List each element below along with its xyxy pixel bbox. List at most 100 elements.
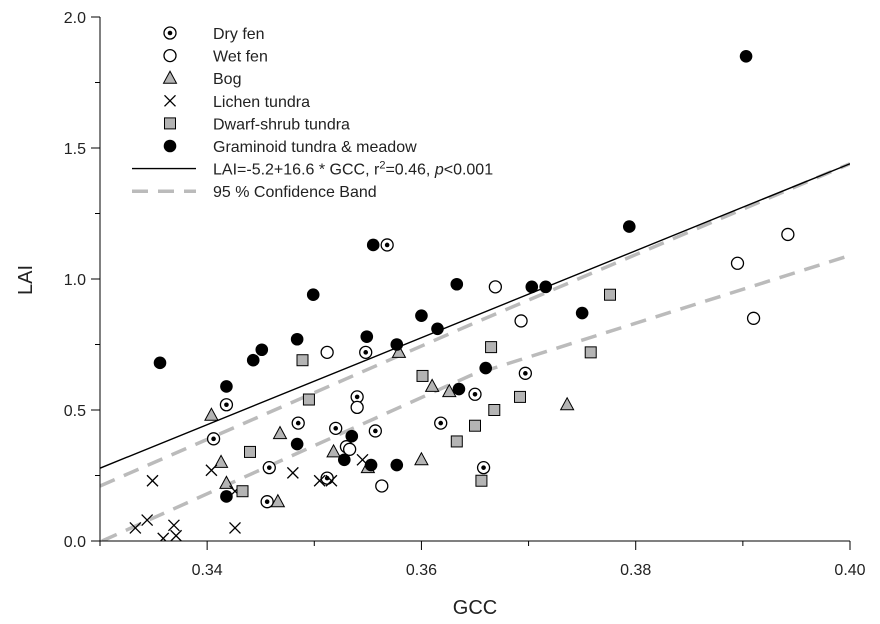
legend-label: Wet fen <box>213 49 268 66</box>
point-filled-circle-18 <box>452 382 466 396</box>
point-open-circle-0 <box>320 345 334 360</box>
x-tick-label: 0.38 <box>620 562 651 579</box>
point-filled-circle-13 <box>390 338 404 351</box>
point-triangle-10 <box>441 383 457 398</box>
point-filled-circle-15 <box>415 309 428 322</box>
point-triangle-7 <box>391 344 407 358</box>
x-tick-label: 0.40 <box>834 562 865 579</box>
point-dotted-circle-11 <box>380 238 394 252</box>
point-cross-10 <box>313 474 326 487</box>
legend-fit-label: LAI=-5.2+16.6 * GCC, r2=0.46, p<0.001 <box>213 160 493 179</box>
point-square-8 <box>485 341 498 354</box>
point-filled-circle-19 <box>479 361 493 375</box>
point-open-circle-5 <box>730 256 745 270</box>
point-square-9 <box>488 404 501 416</box>
legend-label: Bog <box>213 71 241 88</box>
point-square-3 <box>302 393 315 406</box>
point-open-circle-2 <box>375 479 389 493</box>
point-triangle-5 <box>326 443 341 458</box>
point-filled-circle-7 <box>306 288 320 302</box>
regression-line <box>100 163 850 469</box>
point-dotted-circle-13 <box>468 387 482 401</box>
point-cross-9 <box>286 466 299 479</box>
x-tick-label: 0.36 <box>406 562 437 579</box>
point-triangle-11 <box>559 396 575 411</box>
point-filled-circle-17 <box>450 277 464 291</box>
point-dotted-circle-1 <box>219 398 234 412</box>
point-triangle-8 <box>414 451 429 466</box>
point-triangle-0 <box>204 407 219 421</box>
y-tick-label: 1.0 <box>64 272 86 289</box>
legend-band-label: 95 % Confidence Band <box>213 184 377 201</box>
point-dotted-circle-2 <box>262 460 276 475</box>
point-filled-circle-0 <box>153 356 167 370</box>
legend-marker-dotted-circle <box>163 26 177 40</box>
point-cross-6 <box>205 464 218 477</box>
x-axis-title: GCC <box>453 597 497 619</box>
point-dotted-circle-15 <box>518 366 533 380</box>
legend-label: Lichen tundra <box>213 94 310 111</box>
point-filled-circle-9 <box>345 429 359 443</box>
point-cross-2 <box>146 474 159 487</box>
point-filled-circle-11 <box>364 458 378 472</box>
point-cross-5 <box>170 529 183 541</box>
point-square-11 <box>584 346 597 359</box>
point-square-7 <box>475 474 488 487</box>
point-triangle-4 <box>272 425 288 440</box>
point-square-1 <box>244 445 256 458</box>
point-square-5 <box>450 435 463 448</box>
plot-area <box>100 50 850 541</box>
point-cross-8 <box>229 521 241 534</box>
point-filled-circle-6 <box>290 437 304 451</box>
point-filled-circle-16 <box>431 322 444 336</box>
confidence-band-upper <box>100 162 850 488</box>
point-dotted-circle-0 <box>206 432 221 446</box>
point-square-2 <box>296 354 309 367</box>
point-filled-circle-10 <box>360 330 374 343</box>
point-square-0 <box>236 485 249 498</box>
point-filled-circle-4 <box>255 343 269 357</box>
point-triangle-2 <box>219 475 234 489</box>
point-cross-4 <box>167 519 180 532</box>
y-tick-label: 2.0 <box>64 10 86 27</box>
point-dotted-circle-6 <box>329 421 343 435</box>
point-filled-circle-8 <box>337 453 351 467</box>
legend-marker-square <box>164 117 176 130</box>
point-filled-circle-20 <box>525 280 539 294</box>
legend-marker-open-circle <box>163 48 177 63</box>
point-square-6 <box>469 419 481 432</box>
point-open-circle-7 <box>781 227 795 242</box>
legend-label: Graminoid tundra & meadow <box>213 139 417 156</box>
point-dotted-circle-4 <box>291 416 305 430</box>
point-open-circle-8 <box>342 442 357 456</box>
point-open-circle-6 <box>746 311 761 325</box>
point-square-10 <box>514 390 526 403</box>
y-axis-title: LAI <box>15 265 37 295</box>
point-square-4 <box>416 369 429 382</box>
legend-marker-triangle <box>162 70 178 84</box>
y-tick-label: 1.5 <box>64 141 86 158</box>
point-filled-circle-22 <box>575 306 589 320</box>
point-triangle-1 <box>213 454 229 468</box>
point-square-12 <box>604 288 616 301</box>
point-dotted-circle-12 <box>434 416 448 430</box>
y-tick-label: 0.5 <box>64 403 86 420</box>
point-cross-11 <box>325 474 338 487</box>
point-dotted-circle-10 <box>368 424 383 438</box>
point-open-circle-1 <box>350 400 364 415</box>
point-filled-circle-24 <box>739 50 753 63</box>
point-filled-circle-12 <box>366 238 380 252</box>
legend-label: Dwarf-shrub tundra <box>213 116 350 133</box>
point-filled-circle-14 <box>390 458 404 472</box>
point-filled-circle-21 <box>539 280 553 294</box>
point-filled-circle-2 <box>220 490 233 503</box>
y-tick-label: 0.0 <box>64 534 86 551</box>
point-filled-circle-23 <box>622 220 636 233</box>
legend-marker-filled-circle <box>163 139 177 153</box>
legend-label: Dry fen <box>213 26 265 43</box>
legend-marker-cross <box>164 94 176 107</box>
point-dotted-circle-14 <box>476 460 491 475</box>
point-open-circle-3 <box>488 280 503 294</box>
point-triangle-3 <box>270 493 286 508</box>
point-cross-0 <box>129 521 142 534</box>
